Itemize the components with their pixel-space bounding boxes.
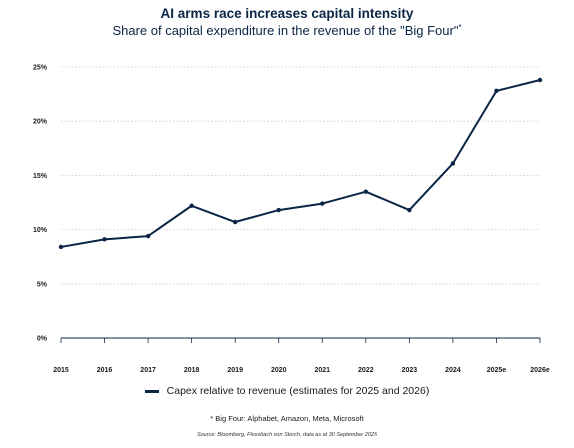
y-tick-label: 5% [37, 281, 48, 288]
x-tick-label: 2022 [358, 367, 374, 374]
chart-subtitle: Share of capital expenditure in the reve… [0, 23, 574, 38]
y-tick-label: 25% [33, 65, 48, 72]
data-point [537, 77, 543, 83]
chart-title: AI arms race increases capital intensity [160, 6, 414, 21]
data-point [102, 237, 107, 242]
x-tick-label: 2023 [402, 367, 418, 374]
data-point [363, 189, 369, 194]
x-tick-label: 2017 [140, 367, 156, 374]
legend: Capex relative to revenue (estimates for… [0, 385, 574, 397]
data-point [494, 88, 499, 94]
y-tick-label: 20% [33, 119, 48, 126]
y-tick-label: 0% [37, 336, 48, 343]
data-point [450, 161, 456, 166]
source-note: Source: Bloomberg, Flossbach von Storch,… [196, 432, 378, 438]
x-tick-label: 2016 [97, 367, 113, 374]
x-tick-label: 2018 [184, 367, 200, 374]
x-tick-label: 2019 [227, 367, 243, 374]
legend-swatch [144, 389, 159, 393]
y-tick-label: 15% [33, 173, 48, 180]
data-point [189, 203, 194, 208]
x-tick-label: 2015 [53, 367, 69, 374]
data-point [58, 244, 64, 250]
subtitle-text: Share of capital expenditure in the reve… [112, 23, 459, 38]
series-line [60, 79, 541, 248]
data-point [232, 219, 238, 225]
data-point [407, 207, 412, 213]
y-tick-label: 10% [33, 227, 48, 234]
x-tick-label: 2020 [271, 367, 287, 374]
x-tick-label: 2024 [445, 367, 461, 374]
footnote: * Big Four: Alphabet, Amazon, Meta, Micr… [210, 414, 364, 423]
data-point [276, 207, 281, 213]
subtitle-marker: * [458, 23, 462, 32]
x-tick-label: 2025e [487, 367, 507, 374]
x-tick-label: 2021 [314, 367, 330, 374]
x-tick-label: 2026e [530, 367, 550, 374]
data-point [320, 201, 325, 206]
legend-label: Capex relative to revenue (estimates for… [166, 385, 430, 397]
data-point [145, 233, 151, 239]
